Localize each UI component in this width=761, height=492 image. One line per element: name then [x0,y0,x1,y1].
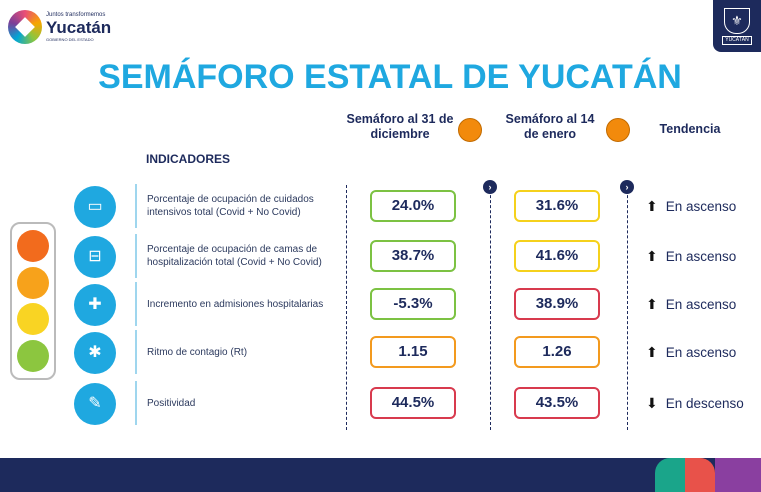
yucatan-logo: Juntos transformemos Yucatán GOBIERNO DE… [8,10,111,44]
logo-mark-icon [8,10,42,44]
col1-status-dot [458,118,482,142]
indicator-row: ▭ Porcentaje de ocupación de cuidados in… [0,182,761,230]
shield-icon: ⚜ [724,7,750,34]
traffic-light [10,222,56,380]
row-separator [135,381,137,425]
indicators-heading: INDICADORES [146,152,231,166]
trend: ⬇ En descenso [646,379,744,427]
indicator-row: ✚ Incremento en admisiones hospitalarias… [0,280,761,328]
test-swab-icon: ✎ [74,383,116,425]
indicator-label: Positividad [147,397,196,409]
logo-tagline: Juntos transformemos [46,12,106,18]
arrow-up-icon: ⬆ [646,343,658,360]
trend-label: En ascenso [665,198,737,214]
divider [490,185,491,430]
indicator-label: Porcentaje de ocupación de cuidados inte… [147,194,314,218]
page-title: SEMÁFORO ESTATAL DE YUCATÁN [98,58,682,96]
light-orange [17,266,49,299]
trend-label: En ascenso [665,344,737,360]
trend-label: En descenso [665,395,744,411]
trend: ⬆ En ascenso [646,328,736,376]
row-separator [135,184,137,228]
chevron-right-icon: › [620,180,634,194]
trend-label: En ascenso [665,296,737,312]
value-jan14: 31.6% [514,190,600,222]
light-yellow [17,303,49,336]
indicator-label: Porcentaje de ocupación de camas de hosp… [147,244,322,268]
ambulance-icon: ✚ [74,284,116,326]
indicator-row: ✎ Positividad 44.5% 43.5% ⬇ En descenso [0,379,761,427]
indicator-label: Ritmo de contagio (Rt) [147,346,248,358]
indicator-row: ✱ Ritmo de contagio (Rt) 1.15 1.26 ⬆ En a… [0,328,761,376]
value-dec31: 38.7% [370,240,456,272]
light-green [17,339,49,372]
header-col2: Semáforo al 14 de enero [505,112,595,141]
trend: ⬆ En ascenso [646,232,736,280]
crest-text: YUCATÁN [722,35,752,45]
footer-band [0,458,761,492]
contagion-icon: ✱ [74,332,116,374]
arrow-up-icon: ⬆ [646,197,658,214]
hospital-bed-icon: ⊟ [74,236,116,278]
value-jan14: 43.5% [514,387,600,419]
row-separator [135,234,137,278]
value-dec31: 1.15 [370,336,456,368]
indicator-row: ⊟ Porcentaje de ocupación de camas de ho… [0,232,761,280]
arrow-up-icon: ⬆ [646,247,658,264]
trend: ⬆ En ascenso [646,182,736,230]
trend: ⬆ En ascenso [646,280,736,328]
divider [627,185,628,430]
logo-sub: GOBIERNO DEL ESTADO [46,37,94,42]
value-jan14: 38.9% [514,288,600,320]
value-dec31: 44.5% [370,387,456,419]
arrow-up-icon: ⬆ [646,295,658,312]
value-jan14: 1.26 [514,336,600,368]
value-dec31: -5.3% [370,288,456,320]
chevron-right-icon: › [483,180,497,194]
light-red-orange [17,230,49,263]
arrow-down-icon: ⬇ [646,394,658,411]
footer-decoration [685,458,715,492]
trend-label: En ascenso [665,248,737,264]
indicator-label: Incremento en admisiones hospitalarias [147,298,324,310]
col2-status-dot [606,118,630,142]
row-separator [135,330,137,374]
state-crest: ⚜ YUCATÁN [713,0,761,52]
divider [346,185,347,430]
logo-name: Yucatán [46,18,112,37]
header-col1: Semáforo al 31 de diciembre [346,112,454,141]
footer-decoration [655,458,685,492]
footer-decoration [715,458,761,492]
value-jan14: 41.6% [514,240,600,272]
header-trend: Tendencia [659,122,721,136]
value-dec31: 24.0% [370,190,456,222]
row-separator [135,282,137,326]
icu-bed-icon: ▭ [74,186,116,228]
